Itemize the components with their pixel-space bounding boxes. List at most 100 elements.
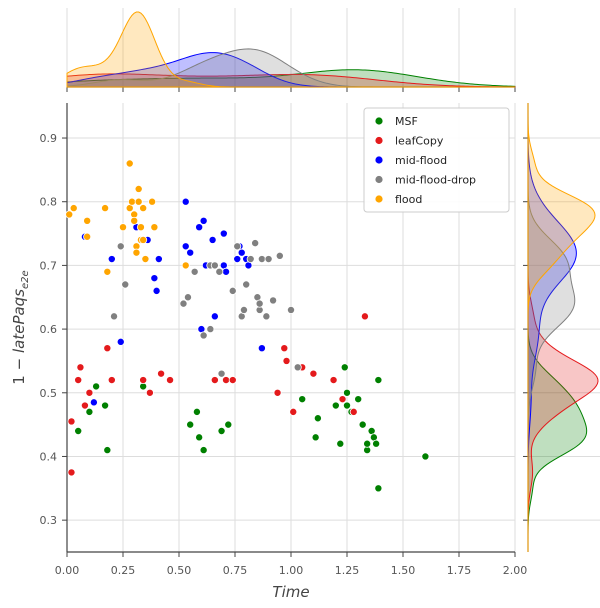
right-kde-flood (527, 103, 596, 552)
scatter-point (107, 376, 116, 385)
top-marginal-kde (66, 11, 516, 88)
scatter-point (181, 197, 190, 206)
scatter-point (237, 248, 246, 257)
scatter-point (228, 376, 237, 385)
scatter-point (136, 223, 145, 232)
scatter-point (219, 229, 228, 238)
x-tick-label: 1.75 (447, 564, 472, 577)
scatter-point (421, 452, 430, 461)
scatter-point (195, 433, 204, 442)
main-axes: 0.00 0.25 0.50 0.75 1.00 1.25 1.50 1.75 2.00 0.3 0… (40, 86, 529, 577)
scatter-point (130, 216, 139, 225)
scatter-point (141, 255, 150, 264)
legend-marker (374, 116, 384, 126)
x-tick-label: 0.00 (55, 564, 80, 577)
scatter-point (166, 376, 175, 385)
legend-box (363, 107, 510, 213)
scatter-point (336, 439, 345, 448)
scatter-point (103, 344, 112, 353)
legend-label: mid-flood (395, 154, 447, 167)
scatter-point (186, 248, 195, 257)
scatter-point (92, 382, 101, 391)
scatter-point (121, 280, 130, 289)
scatter-point (251, 239, 260, 248)
scatter-point (150, 274, 159, 283)
scatter-point (181, 242, 190, 251)
scatter-point (354, 395, 363, 404)
scatter-point (309, 369, 318, 378)
scatter-point (280, 344, 289, 353)
scatter-point (132, 248, 141, 257)
scatter-point (101, 204, 110, 213)
scatter-point (331, 401, 340, 410)
legend-label: leafCopy (395, 135, 444, 148)
scatter-point (329, 376, 338, 385)
scatter-point (139, 376, 148, 385)
scatter-point (289, 407, 298, 416)
scatter-point (103, 267, 112, 276)
legend-marker (374, 136, 384, 145)
x-tick-label: 0.25 (111, 564, 136, 577)
scatter-point (342, 401, 351, 410)
scatter-point (210, 261, 219, 270)
scatter-point (76, 363, 85, 372)
scatter-point (74, 426, 83, 435)
scatter-point (239, 305, 248, 314)
scatter-point (190, 267, 199, 276)
scatter-point (273, 388, 282, 397)
scatter-point (150, 223, 159, 232)
right-marginal-kde (527, 103, 599, 552)
scatter-point (145, 388, 154, 397)
scatter-point (181, 261, 190, 270)
y-tick-label: 0.9 (40, 132, 58, 145)
x-tick-label: 1.00 (279, 564, 304, 577)
scatter-point (222, 376, 231, 385)
scatter-point (74, 376, 83, 385)
scatter-point (275, 251, 284, 260)
scatter-point (358, 420, 367, 429)
scatter-point (69, 204, 78, 213)
scatter-point (342, 388, 351, 397)
scatter-point (139, 235, 148, 244)
legend: MSF leafCopy mid-flood mid-flood-drop flood (363, 107, 510, 213)
scatter-point (206, 325, 215, 334)
legend-label: MSF (395, 115, 418, 128)
scatter-point (282, 356, 291, 365)
scatter-point (179, 299, 188, 308)
scatter-point (210, 312, 219, 321)
scatter-point (264, 255, 273, 264)
scatter-point (228, 286, 237, 295)
scatter-point (313, 414, 322, 423)
scatter-point (233, 242, 242, 251)
x-tick-label: 1.25 (335, 564, 360, 577)
scatter-point (85, 407, 94, 416)
scatter-point (139, 204, 148, 213)
scatter-point (65, 210, 74, 219)
scatter-point (85, 388, 94, 397)
main-grid (66, 8, 600, 552)
scatter-point (195, 223, 204, 232)
scatter-point (134, 197, 143, 206)
x-tick-label: 0.75 (223, 564, 248, 577)
scatter-point (257, 344, 266, 353)
scatter-point (349, 407, 358, 416)
scatter-point (89, 398, 98, 407)
scatter-point (224, 420, 233, 429)
scatter-point (83, 216, 92, 225)
scatter-point (119, 223, 128, 232)
scatter-point (103, 446, 112, 455)
scatter-point (152, 286, 161, 295)
scatter-point (286, 305, 295, 314)
scatter-point (246, 255, 255, 264)
scatter-point (67, 468, 76, 477)
scatter-point (269, 296, 278, 305)
scatter-point (199, 446, 208, 455)
legend-label: flood (395, 193, 422, 206)
legend-label: mid-flood-drop (395, 174, 476, 187)
y-axis-title: 1 − latePaqse2e (10, 270, 31, 384)
y-tick-label: 0.5 (40, 387, 58, 400)
scatter-point (83, 232, 92, 241)
scatter-point (134, 184, 143, 193)
